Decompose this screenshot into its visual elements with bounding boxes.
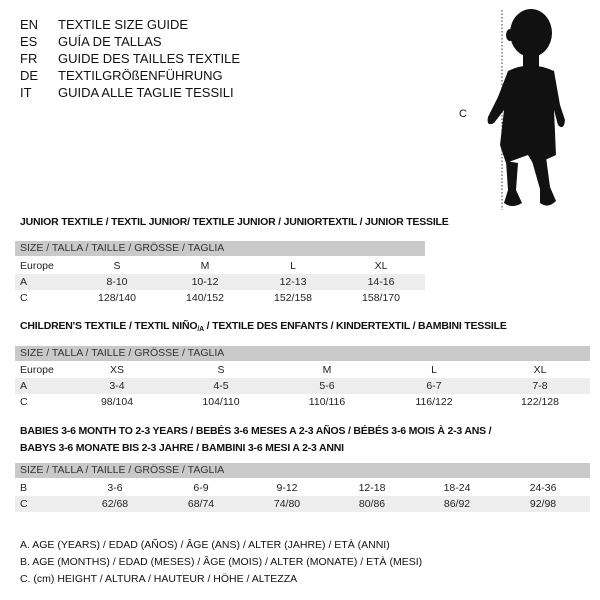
row-label: C [20,396,28,408]
table-cell: M [322,364,332,376]
lang-title: GUIDA ALLE TAGLIE TESSILI [58,85,234,100]
table-row: A 3-4 4-5 5-6 6-7 7-8 [15,378,590,394]
table-cell: 6-9 [193,482,209,494]
table-cell: 3-6 [107,482,123,494]
table-cell: 140/152 [186,292,224,304]
lang-it: IT GUIDA ALLE TAGLIE TESSILI [20,84,234,101]
table-cell: 122/128 [521,396,559,408]
lang-es: ES GUÍA DE TALLAS [20,33,162,50]
children-size-header: SIZE / TALLA / TAILLE / GRÖSSE / TAGLIA [15,346,590,361]
table-cell: 4-5 [213,380,229,392]
table-cell: 7-8 [532,380,548,392]
table-cell: 62/68 [101,498,129,510]
table-cell: 92/98 [529,498,557,510]
gender-suffix: /A [197,326,204,333]
table-cell: S [113,260,121,272]
table-cell: 86/92 [443,498,471,510]
babies-title-line1: BABIES 3-6 MONTH TO 2-3 YEARS / BEBÉS 3-… [20,425,492,437]
row-label: B [20,482,28,494]
babies-size-header: SIZE / TALLA / TAILLE / GRÖSSE / TAGLIA [15,463,590,478]
table-cell: 5-6 [319,380,335,392]
table-cell: 3-4 [109,380,125,392]
row-label: C [20,498,28,510]
lang-title: GUIDE DES TAILLES TEXTILE [58,51,241,66]
table-cell: XL [533,364,547,376]
babies-title-line2: BABYS 3-6 MONATE BIS 2-3 JAHRE / BAMBINI… [20,442,344,454]
lang-title: GUÍA DE TALLAS [58,34,162,49]
table-cell: 110/116 [308,396,346,408]
table-cell: XS [109,364,125,376]
lang-title: TEXTILE SIZE GUIDE [58,17,189,32]
table-row: Europe XS S M L XL [15,362,590,378]
table-row: Europe S M L XL [15,258,425,274]
lang-de: DE TEXTILGRÖßENFÜHRUNG [20,67,223,84]
children-title: CHILDREN'S TEXTILE / TEXTIL NIÑO/A / TEX… [20,320,507,333]
table-cell: M [200,260,210,272]
row-label: A [20,380,28,392]
height-label: C [459,108,467,120]
table-cell: 104/110 [202,396,240,408]
table-row: A 8-10 10-12 12-13 14-16 [15,274,425,290]
table-cell: L [431,364,437,376]
table-row: C 128/140 140/152 152/158 158/170 [15,290,425,306]
table-cell: 14-16 [367,276,395,288]
table-row: C 62/68 68/74 74/80 80/86 86/92 92/98 [15,496,590,512]
row-label: C [20,292,28,304]
table-row: C 98/104 104/110 110/116 116/122 122/128 [15,394,590,410]
table-cell: 158/170 [362,292,400,304]
row-label: Europe [20,364,54,376]
junior-title: JUNIOR TEXTILE / TEXTIL JUNIOR/ TEXTILE … [20,216,449,228]
legend-c: C. (cm) HEIGHT / ALTURA / HAUTEUR / HÖHE… [20,573,298,585]
lang-code: IT [20,85,32,100]
table-cell: 74/80 [273,498,301,510]
table-cell: 128/140 [98,292,136,304]
table-cell: 9-12 [276,482,298,494]
table-cell: 68/74 [187,498,215,510]
table-cell: 116/122 [415,396,453,408]
junior-size-header: SIZE / TALLA / TAILLE / GRÖSSE / TAGLIA [15,241,425,256]
table-cell: 98/104 [100,396,134,408]
table-cell: 8-10 [106,276,128,288]
legend-b: B. AGE (MONTHS) / EDAD (MESES) / ÂGE (MO… [20,556,423,568]
row-label: A [20,276,28,288]
row-label: Europe [20,260,54,272]
table-cell: 24-36 [529,482,557,494]
table-cell: 18-24 [443,482,471,494]
lang-en: EN TEXTILE SIZE GUIDE [20,16,188,33]
table-cell: 10-12 [191,276,219,288]
table-cell: L [290,260,296,272]
table-cell: 80/86 [358,498,386,510]
table-cell: 12-18 [358,482,386,494]
table-cell: S [217,364,225,376]
legend-a: A. AGE (YEARS) / EDAD (AÑOS) / ÂGE (ANS)… [20,539,390,551]
table-cell: XL [374,260,388,272]
lang-code: DE [20,68,39,83]
lang-code: ES [20,34,38,49]
table-cell: 12-13 [279,276,307,288]
lang-code: EN [20,17,39,32]
lang-code: FR [20,51,38,66]
table-row: B 3-6 6-9 9-12 12-18 18-24 24-36 [15,480,590,496]
lang-title: TEXTILGRÖßENFÜHRUNG [58,68,223,83]
lang-fr: FR GUIDE DES TAILLES TEXTILE [20,50,240,67]
table-cell: 6-7 [426,380,442,392]
baby-silhouette-icon [487,9,565,210]
table-cell: 152/158 [274,292,312,304]
